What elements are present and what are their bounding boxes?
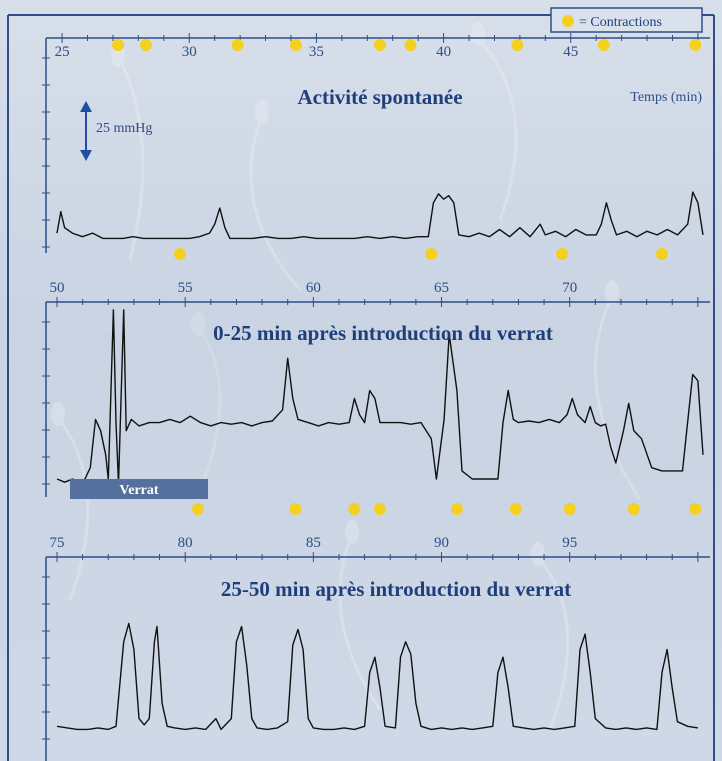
contraction-dot xyxy=(689,39,702,51)
contraction-dot xyxy=(289,503,302,515)
legend-label: = Contractions xyxy=(579,15,662,30)
tick-label: 60 xyxy=(306,280,321,296)
legend-marker xyxy=(562,15,574,27)
pressure-trace xyxy=(56,309,704,485)
contraction-dot xyxy=(627,503,640,515)
tick-label: 55 xyxy=(178,280,193,296)
scale-bar-arrow-up xyxy=(80,101,92,112)
contraction-dot xyxy=(112,39,125,51)
panel-title: 25-50 min après introduction du verrat xyxy=(221,577,571,601)
tick-label: 40 xyxy=(436,44,451,60)
contraction-dot xyxy=(140,39,153,51)
contraction-dot xyxy=(556,248,569,260)
scale-bar-label: 25 mmHg xyxy=(96,121,152,136)
contraction-dot xyxy=(374,503,386,515)
contraction-dot xyxy=(374,39,386,51)
tick-label: 45 xyxy=(563,44,578,60)
contraction-dot xyxy=(689,503,702,515)
contraction-dot xyxy=(191,503,204,515)
contraction-dot xyxy=(597,39,610,51)
contraction-dot xyxy=(655,248,668,260)
panel-3: 75 80 85 90 95 25-50 min après introduction d… xyxy=(42,535,710,761)
tick-label: 65 xyxy=(434,280,449,296)
tick-label: 50 xyxy=(50,280,65,296)
contraction-dot xyxy=(174,248,187,260)
panel-1: 25 30 35 40 45 Activité spontanée xyxy=(42,33,710,253)
verrat-bar xyxy=(70,479,208,499)
scale-bar-arrow-down xyxy=(80,150,92,161)
contraction-dot xyxy=(348,503,361,515)
pressure-trace xyxy=(56,191,704,240)
contraction-dot xyxy=(509,503,522,515)
contraction-dot xyxy=(404,39,417,51)
x-axis-label: Temps (min) xyxy=(630,90,702,105)
panel-title: 0-25 min après introduction du verrat xyxy=(213,321,553,345)
tick-label: 30 xyxy=(182,44,197,60)
tick-label: 85 xyxy=(306,535,321,551)
contraction-dot xyxy=(450,503,463,515)
contraction-dot xyxy=(290,39,303,51)
tick-label: 90 xyxy=(434,535,449,551)
tick-label: 70 xyxy=(562,280,577,296)
tick-label: 35 xyxy=(309,44,324,60)
tick-label: 95 xyxy=(562,535,577,551)
contraction-dot xyxy=(511,39,524,51)
contraction-dot xyxy=(231,39,244,51)
pressure-trace xyxy=(56,622,699,731)
panel-2: 50 55 60 65 70 0-25 min après introduction du… xyxy=(42,280,710,497)
tick-label: 25 xyxy=(55,44,70,60)
tick-label: 75 xyxy=(50,535,65,551)
tick-label: 80 xyxy=(178,535,193,551)
contraction-dot xyxy=(563,503,576,515)
legend-box xyxy=(550,7,703,33)
verrat-label: Verrat xyxy=(119,483,158,498)
panel-title: Activité spontanée xyxy=(297,85,462,109)
contraction-dot xyxy=(425,248,438,260)
